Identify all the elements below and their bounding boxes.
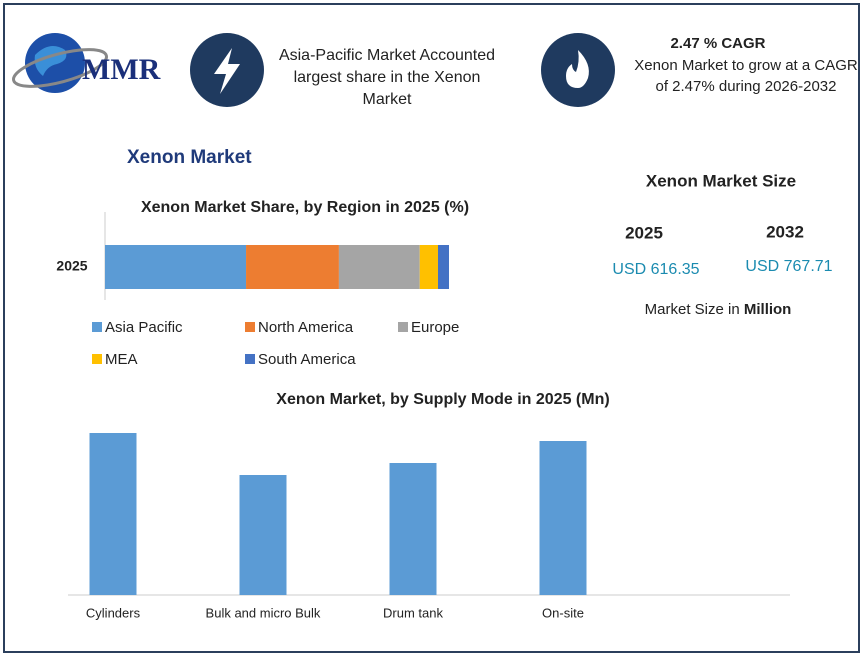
highlight-line: Market (363, 91, 412, 108)
bar-segment (105, 245, 247, 289)
highlight-line: largest share in the Xenon (294, 69, 481, 86)
size-note: Market Size in Million (645, 301, 792, 318)
size-note-bold: Million (744, 301, 792, 318)
chart-title: Xenon Market, by Supply Mode in 2025 (Mn… (276, 391, 609, 408)
x-tick-label: Drum tank (383, 605, 443, 620)
x-tick-label: Cylinders (86, 605, 141, 620)
bar-segment (437, 245, 449, 289)
x-tick-label: On-site (542, 605, 584, 620)
bar (239, 475, 287, 595)
legend-swatch (92, 322, 102, 332)
heading: Xenon Market (127, 147, 252, 168)
size-title: Xenon Market Size (646, 171, 796, 190)
x-tick-label: Bulk and micro Bulk (206, 605, 321, 620)
legend-label: Asia Pacific (105, 319, 183, 336)
bar (89, 433, 137, 595)
bar (539, 441, 587, 595)
cagr-title: 2.47 % CAGR (670, 35, 765, 52)
flame-icon (566, 50, 589, 88)
size-year: 2025 (625, 223, 663, 242)
logo-text: MMR (82, 53, 161, 86)
legend-swatch (92, 354, 102, 364)
logo-orbit (11, 48, 109, 88)
bar (389, 463, 437, 595)
cagr-text: Xenon Market to grow at a CAGR of 2.47% d… (634, 57, 858, 95)
highlight-text: Asia-Pacific Market Accounted largest sha… (279, 47, 495, 108)
legend-label: Europe (411, 319, 459, 336)
size-value: USD 767.71 (745, 258, 832, 275)
legend-label: South America (258, 351, 356, 368)
bar-segment (338, 245, 420, 289)
legend-swatch (245, 354, 255, 364)
highlight-line: Asia-Pacific Market Accounted (279, 47, 495, 64)
legend-label: MEA (105, 351, 138, 368)
size-note-text: Market Size in (645, 301, 740, 318)
legend-label: North America (258, 319, 354, 336)
size-year: 2032 (766, 222, 804, 241)
bolt-icon (214, 48, 240, 94)
bar-segment (246, 245, 339, 289)
y-tick-label: 2025 (56, 258, 87, 274)
chart-title: Xenon Market Share, by Region in 2025 (%… (141, 199, 469, 216)
legend-swatch (245, 322, 255, 332)
bar-segment (419, 245, 438, 289)
legend-swatch (398, 322, 408, 332)
size-value: USD 616.35 (612, 261, 699, 278)
cagr-line: Xenon Market to grow at a CAGR (634, 57, 858, 74)
cagr-line: of 2.47% during 2026-2032 (656, 78, 837, 95)
